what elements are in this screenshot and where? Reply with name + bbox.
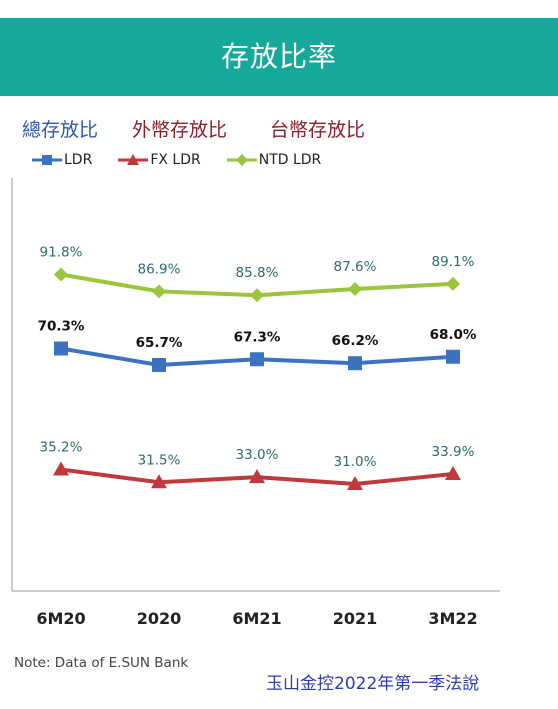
label-total-ldr: 總存放比 [22, 119, 99, 141]
x-tick-label-2: 6M21 [232, 609, 281, 628]
data-label-ldr-2: 67.3% [234, 329, 281, 345]
point-ntd-ldr-4 [446, 276, 460, 291]
data-label-ntd-ldr-2: 85.8% [236, 265, 279, 281]
source-text: 玉山金控2022年第一季法說 [266, 674, 480, 694]
data-label-fx-ldr-0: 35.2% [40, 440, 83, 456]
data-label-fx-ldr-1: 31.5% [138, 452, 181, 468]
x-tick-label-3: 2021 [333, 609, 378, 628]
legend: LDR FX LDR NTD LDR [32, 150, 347, 170]
point-fx-ldr-4 [445, 465, 461, 480]
data-label-ldr-1: 65.7% [136, 335, 183, 351]
data-label-fx-ldr-4: 33.9% [432, 444, 475, 460]
label-ntd-ldr: 台幣存放比 [270, 119, 366, 141]
data-label-fx-ldr-3: 31.0% [334, 454, 377, 470]
note-text: Note: Data of E.SUN Bank [14, 655, 189, 671]
point-fx-ldr-2 [249, 469, 265, 484]
point-ntd-ldr-0 [54, 267, 68, 282]
legend-label-fx: FX LDR [150, 152, 201, 168]
legend-item-ntd: NTD LDR [226, 152, 322, 168]
data-label-ntd-ldr-1: 86.9% [138, 261, 181, 277]
x-tick-label-0: 6M20 [36, 609, 85, 628]
point-fx-ldr-3 [347, 476, 363, 490]
data-label-fx-ldr-2: 33.0% [236, 447, 279, 463]
legend-marker-fx [118, 154, 149, 165]
legend-item-fx: FX LDR [118, 152, 201, 168]
legend-item-ldr: LDR [32, 152, 92, 168]
point-ntd-ldr-1 [152, 284, 166, 299]
data-label-ldr-0: 70.3% [38, 319, 85, 335]
x-tick-label-4: 3M22 [428, 609, 477, 628]
legend-marker-ldr [32, 155, 62, 165]
data-label-ldr-3: 66.2% [332, 333, 379, 349]
point-ldr-0 [54, 341, 68, 356]
point-fx-ldr-1 [151, 474, 167, 489]
legend-label-ntd: NTD LDR [258, 152, 322, 168]
label-fx-ldr: 外幣存放比 [132, 119, 228, 141]
legend-marker-ntd [226, 154, 257, 166]
point-ntd-ldr-3 [348, 281, 362, 296]
page-title: 存放比率 [220, 40, 337, 73]
point-ntd-ldr-2 [250, 288, 264, 303]
data-label-ntd-ldr-0: 91.8% [40, 245, 83, 261]
point-ldr-4 [446, 349, 460, 364]
header-banner [0, 18, 558, 96]
data-label-ntd-ldr-3: 87.6% [334, 259, 377, 275]
point-fx-ldr-0 [53, 461, 69, 476]
data-label-ntd-ldr-4: 89.1% [432, 254, 475, 270]
point-ldr-1 [152, 358, 166, 372]
point-ldr-3 [348, 356, 362, 371]
legend-label-ldr: LDR [64, 152, 93, 168]
data-label-ldr-4: 68.0% [430, 327, 477, 343]
point-ldr-2 [250, 352, 264, 367]
x-tick-label-1: 2020 [137, 609, 182, 628]
